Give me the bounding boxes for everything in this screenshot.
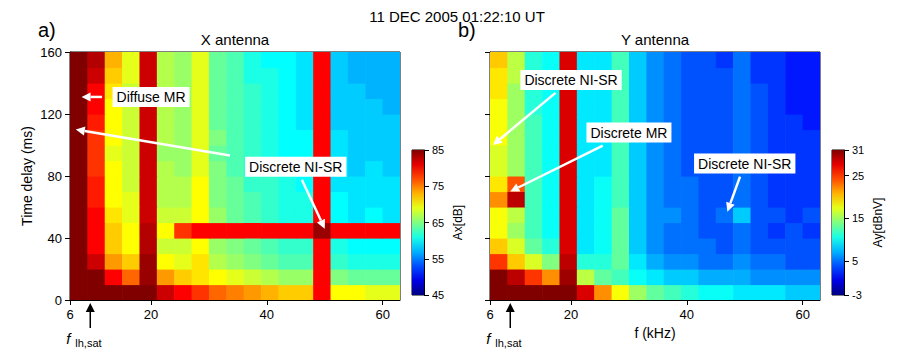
svg-text:Y antenna: Y antenna <box>621 31 690 48</box>
svg-text:80: 80 <box>48 169 62 184</box>
svg-text:Ay[dBnV]: Ay[dBnV] <box>871 198 885 248</box>
svg-text:a): a) <box>38 19 56 41</box>
svg-text:Ax[dB]: Ax[dB] <box>451 205 465 240</box>
svg-text:60: 60 <box>795 307 809 322</box>
svg-text:lh,sat: lh,sat <box>495 337 521 349</box>
svg-text:Discrete NI-SR: Discrete NI-SR <box>249 159 342 175</box>
svg-text:20: 20 <box>564 307 578 322</box>
svg-text:40: 40 <box>680 307 694 322</box>
svg-text:55: 55 <box>432 253 444 265</box>
svg-text:75: 75 <box>432 180 444 192</box>
svg-text:X antenna: X antenna <box>201 31 270 48</box>
svg-text:65: 65 <box>432 217 444 229</box>
svg-text:Diffuse MR: Diffuse MR <box>117 89 186 105</box>
svg-text:f: f <box>486 330 492 347</box>
svg-text:25: 25 <box>852 170 864 182</box>
svg-text:45: 45 <box>432 289 444 301</box>
svg-text:20: 20 <box>144 307 158 322</box>
svg-text:11 DEC 2005 01:22:10 UT: 11 DEC 2005 01:22:10 UT <box>369 8 545 25</box>
svg-text:6: 6 <box>486 307 493 322</box>
svg-text:0: 0 <box>55 293 62 308</box>
svg-text:85: 85 <box>432 144 444 156</box>
svg-text:b): b) <box>458 19 476 41</box>
svg-text:Discrete NI-SR: Discrete NI-SR <box>524 72 617 88</box>
svg-text:Time delay (ms): Time delay (ms) <box>19 126 35 226</box>
svg-text:15: 15 <box>852 212 864 224</box>
svg-text:lh,sat: lh,sat <box>75 337 101 349</box>
svg-text:f (kHz): f (kHz) <box>634 325 675 341</box>
svg-text:40: 40 <box>260 307 274 322</box>
svg-text:-3: -3 <box>852 289 862 301</box>
svg-text:f: f <box>66 330 72 347</box>
svg-text:60: 60 <box>375 307 389 322</box>
svg-text:160: 160 <box>40 45 62 60</box>
svg-text:5: 5 <box>852 255 858 267</box>
svg-text:31: 31 <box>852 144 864 156</box>
svg-text:Discrete MR: Discrete MR <box>590 125 667 141</box>
svg-text:Discrete NI-SR: Discrete NI-SR <box>698 156 791 172</box>
svg-text:6: 6 <box>66 307 73 322</box>
svg-text:120: 120 <box>40 107 62 122</box>
svg-text:40: 40 <box>48 231 62 246</box>
